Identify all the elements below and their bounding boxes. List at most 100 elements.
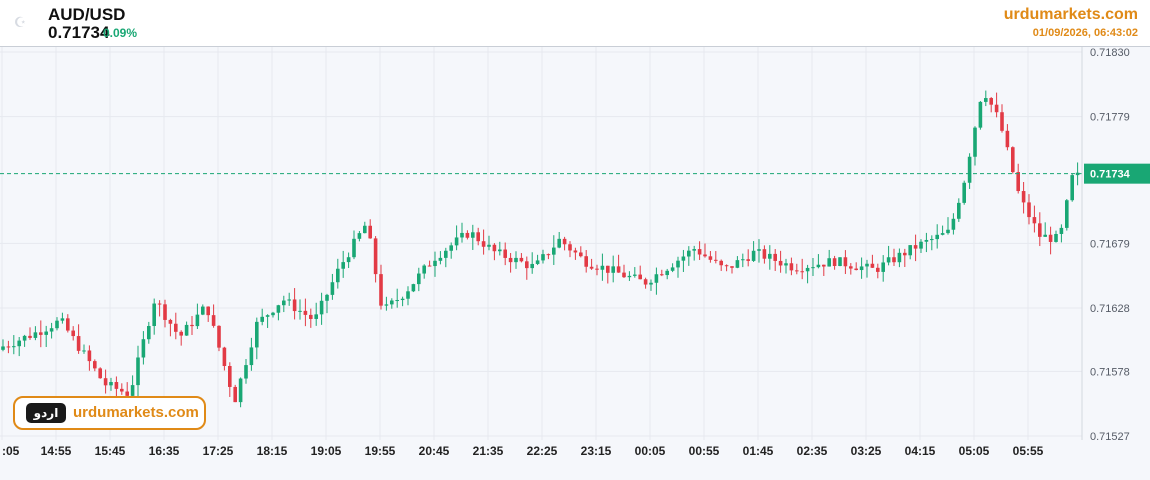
candle <box>822 264 826 276</box>
candle <box>39 320 43 348</box>
x-axis: :05 14:55 15:45 16:35 17:25 18:15 19:05 19:55 20… <box>2 444 1044 458</box>
candle <box>579 246 583 258</box>
candle-body <box>309 314 313 319</box>
candle-body <box>1 346 5 350</box>
candle <box>465 230 470 240</box>
candle <box>616 254 621 273</box>
site-badge[interactable]: اردو urdumarkets.com <box>13 396 206 430</box>
candle-body <box>660 274 664 276</box>
y-tick-label: 0.71679 <box>1090 238 1130 250</box>
candle-body <box>746 259 750 261</box>
x-tick-label: 20:45 <box>419 444 450 458</box>
candle <box>503 242 507 266</box>
candle-body <box>843 257 848 267</box>
candle-body <box>989 98 993 105</box>
candle-body <box>854 268 858 271</box>
x-tick-label: 23:15 <box>581 444 612 458</box>
candle <box>919 239 923 253</box>
candle-body <box>800 271 804 273</box>
candle <box>222 346 227 371</box>
candle <box>994 92 999 118</box>
candle <box>28 327 32 340</box>
candle <box>492 243 497 261</box>
candle <box>940 225 945 236</box>
candle-body <box>940 233 945 235</box>
candle-body <box>82 350 86 352</box>
candle-body <box>568 244 572 251</box>
candle-body <box>163 304 167 320</box>
candle-body <box>211 315 216 326</box>
candle-body <box>708 256 713 260</box>
candle-body <box>595 268 599 270</box>
candle <box>622 264 626 278</box>
candle <box>1065 198 1069 231</box>
x-tick-label: 04:15 <box>905 444 936 458</box>
candle <box>93 359 97 372</box>
candle-body <box>66 318 70 331</box>
candle <box>249 337 254 371</box>
candle-body <box>287 299 291 301</box>
candle-body <box>125 391 129 396</box>
candle <box>930 235 934 251</box>
candle <box>751 241 756 262</box>
candle-body <box>136 357 140 386</box>
candle-body <box>352 238 356 258</box>
candle <box>951 213 956 235</box>
candle <box>665 268 669 280</box>
candle-body <box>600 265 605 270</box>
candle-body <box>71 330 75 337</box>
site-name[interactable]: urdumarkets.com <box>1003 6 1138 23</box>
candle-body <box>190 324 194 327</box>
candle-body <box>681 256 686 261</box>
candle <box>184 321 189 336</box>
candle-body <box>649 282 653 285</box>
candle <box>670 263 675 273</box>
candle-body <box>276 305 281 313</box>
candle-body <box>735 260 740 268</box>
candle-body <box>892 257 896 263</box>
candle-body <box>114 382 119 389</box>
candle <box>168 318 173 337</box>
candle <box>427 260 432 267</box>
candle <box>703 243 707 258</box>
x-tick-label: 22:25 <box>527 444 558 458</box>
candle-body <box>49 328 54 332</box>
candle-body <box>39 332 43 335</box>
candle-body <box>400 298 405 301</box>
x-tick-label: 03:25 <box>851 444 882 458</box>
candlestick-series <box>1 90 1080 408</box>
candle-body <box>6 346 11 348</box>
candle <box>141 331 146 365</box>
candle-body <box>292 299 297 312</box>
candle-body <box>498 249 502 252</box>
candle <box>1011 146 1015 174</box>
candle-body <box>427 265 432 267</box>
candle-body <box>573 250 578 253</box>
candle <box>843 250 848 275</box>
candle <box>76 324 81 354</box>
candle <box>784 258 788 274</box>
candle-body <box>201 306 205 315</box>
candle <box>103 369 108 394</box>
candle-body <box>152 303 156 327</box>
candle-body <box>195 314 200 327</box>
candle <box>49 322 54 339</box>
candle-body <box>319 300 324 315</box>
candle <box>568 241 572 258</box>
candle-body <box>411 284 416 292</box>
candle <box>681 249 686 272</box>
candle-body <box>28 335 32 338</box>
candle <box>1000 104 1004 133</box>
candle <box>125 382 129 398</box>
candle-body <box>687 250 691 257</box>
candle <box>897 248 902 268</box>
candle <box>811 258 815 276</box>
candle <box>319 292 324 325</box>
x-tick-label: 05:55 <box>1013 444 1044 458</box>
candle-body <box>1021 191 1026 203</box>
candle-body <box>174 323 178 332</box>
candle-body <box>1048 234 1053 242</box>
candle-body <box>17 340 21 347</box>
candle <box>481 229 486 255</box>
